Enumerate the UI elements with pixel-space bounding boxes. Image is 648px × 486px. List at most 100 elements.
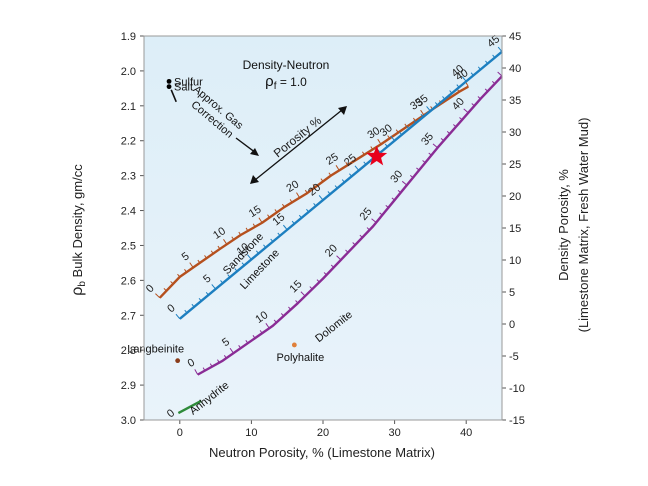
dolomite-tick xyxy=(288,306,292,310)
dolomite-tick xyxy=(265,323,270,329)
dolomite-porosity-label: 10 xyxy=(253,309,270,326)
sandstone-tick xyxy=(387,135,391,139)
sandstone-tick xyxy=(163,288,167,292)
limestone-tick xyxy=(282,224,288,231)
sandstone-tick xyxy=(274,209,278,213)
sandstone-porosity-label: 15 xyxy=(247,203,264,220)
y2-axis-title-line2: (Limestone Matrix, Fresh Water Mud) xyxy=(576,118,591,333)
limestone-tick xyxy=(426,106,431,112)
sulfur-label: Sulfur xyxy=(174,76,203,88)
y2-tick-label: 35 xyxy=(509,95,521,107)
y-tick-label: 2.7 xyxy=(121,310,136,322)
dolomite-line xyxy=(197,75,503,376)
y2-tick-label: 25 xyxy=(509,159,521,171)
dolomite-tick xyxy=(366,227,370,231)
x-tick-label: 10 xyxy=(245,427,257,439)
dolomite-tick xyxy=(459,117,463,121)
y-tick-label: 2.0 xyxy=(121,66,136,78)
y2-tick-label: 10 xyxy=(509,255,521,267)
y2-tick-label: 45 xyxy=(509,31,521,43)
anhydrite-line xyxy=(177,399,202,415)
dolomite-tick xyxy=(336,255,342,261)
limestone-tick xyxy=(220,280,224,284)
sandstone-tick xyxy=(335,165,340,171)
limestone-tick xyxy=(198,297,202,302)
dolomite-tick xyxy=(259,330,263,334)
limestone-tick xyxy=(227,274,231,278)
sandstone-tick xyxy=(197,259,201,264)
dolomite-tick xyxy=(440,138,445,142)
limestone-tick xyxy=(175,313,181,320)
y2-axis-title-line1: Density Porosity, % xyxy=(556,169,571,281)
y2-tick-label: 20 xyxy=(509,191,521,203)
gas-arrow-head xyxy=(250,148,259,156)
langbeinite-label: Langbeinite xyxy=(127,344,184,356)
sandstone-tick xyxy=(412,117,416,122)
dolomite-porosity-label: 5 xyxy=(220,336,232,349)
x-tick-label: 40 xyxy=(460,427,472,439)
limestone-tick xyxy=(263,244,267,248)
dolomite-tick xyxy=(422,160,426,164)
sandstone-tick xyxy=(395,129,399,133)
y2-tick-label: 30 xyxy=(509,127,521,139)
sandstone-tick xyxy=(377,138,382,145)
dolomite-tick xyxy=(273,319,277,323)
limestone-tick xyxy=(313,202,317,207)
x-tick-label: 30 xyxy=(388,427,400,439)
chart-title: Density-Neutron xyxy=(243,58,330,72)
star-marker xyxy=(366,145,388,166)
limestone-tick xyxy=(449,90,453,94)
dolomite-tick xyxy=(484,88,489,92)
limestone-tick xyxy=(327,191,331,195)
limestone-tick xyxy=(234,268,238,272)
dolomite-tick xyxy=(477,96,481,100)
y2-tick-label: 5 xyxy=(509,287,515,299)
dolomite-tick xyxy=(453,124,457,128)
sandstone-tick xyxy=(210,250,214,254)
sandstone-porosity-label: 30 xyxy=(365,125,382,142)
limestone-tick xyxy=(184,309,188,314)
dolomite-tick xyxy=(280,313,284,317)
sandstone-tick xyxy=(245,227,249,232)
dolomite-tick xyxy=(463,108,469,114)
polyhalite-point xyxy=(291,342,297,348)
y-tick-label: 2.5 xyxy=(121,240,136,252)
y-tick-label: 2.3 xyxy=(121,171,136,183)
sandstone-tick xyxy=(304,189,308,194)
sandstone-porosity-label: 20 xyxy=(284,178,301,195)
limestone-tick xyxy=(456,84,460,88)
dolomite-porosity-label: 25 xyxy=(358,206,375,223)
dolomite-tick xyxy=(471,103,475,107)
dolomite-tick xyxy=(323,272,327,276)
dolomite-tick xyxy=(300,291,306,297)
y-tick-label: 2.4 xyxy=(121,206,136,218)
sandstone-tick xyxy=(267,214,270,218)
dolomite-tick xyxy=(223,355,227,359)
limestone-tick xyxy=(277,232,281,236)
dolomite-tick xyxy=(416,167,420,171)
limestone-tick xyxy=(363,161,367,165)
salt-label: Salt xyxy=(174,82,193,94)
sandstone-tick xyxy=(184,269,187,273)
sandstone-tick xyxy=(252,223,256,228)
limestone-tick xyxy=(492,54,496,58)
dolomite-tick xyxy=(238,345,242,349)
plot-frame xyxy=(143,35,503,421)
sandstone-tick xyxy=(296,192,301,199)
sandstone-tick xyxy=(177,273,181,278)
sandstone-porosity-label: 10 xyxy=(211,225,228,242)
porosity-arrow-head-high xyxy=(338,106,347,115)
dolomite-tick xyxy=(202,367,206,371)
dolomite-tick xyxy=(295,300,299,304)
limestone-tick xyxy=(298,214,302,219)
dolomite-tick xyxy=(401,180,408,186)
limestone-tick xyxy=(406,125,410,130)
sandstone-tick xyxy=(404,123,408,128)
sandstone-tick xyxy=(312,184,316,188)
x-tick-label: 0 xyxy=(177,427,183,439)
sandstone-tick xyxy=(289,199,293,203)
gas-correction-bar xyxy=(170,89,177,103)
langbeinite-point xyxy=(175,358,181,364)
limestone-tick xyxy=(390,135,395,142)
